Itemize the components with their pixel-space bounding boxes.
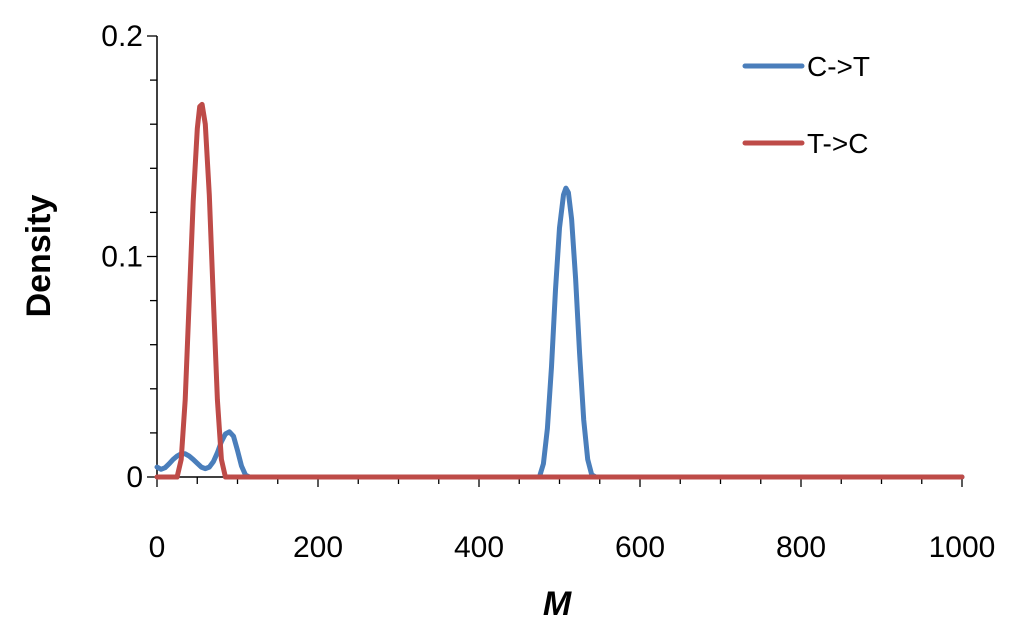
y-tick-label: 0.2	[101, 20, 143, 53]
series-line-1	[154, 185, 965, 480]
axes: 0 200 400 600 800 1000 0 0.1 0.2	[101, 20, 995, 564]
x-tick-label: 0	[149, 531, 166, 564]
y-tick-label: 0.1	[101, 241, 143, 274]
x-tick-label: 600	[615, 531, 665, 564]
x-tick-label: 200	[293, 531, 343, 564]
legend: C->T T->C	[742, 51, 870, 159]
x-axis-title: M	[543, 585, 572, 623]
series-layer	[154, 101, 965, 480]
y-tick-label: 0	[126, 461, 143, 494]
x-tick-label: 800	[776, 531, 826, 564]
legend-label-2: T->C	[807, 128, 868, 159]
y-axis-title: Density	[20, 195, 58, 318]
x-tick-label: 400	[454, 531, 504, 564]
x-tick-label: 1000	[929, 531, 996, 564]
series-line-2	[154, 101, 965, 480]
legend-label-1: C->T	[807, 51, 870, 82]
